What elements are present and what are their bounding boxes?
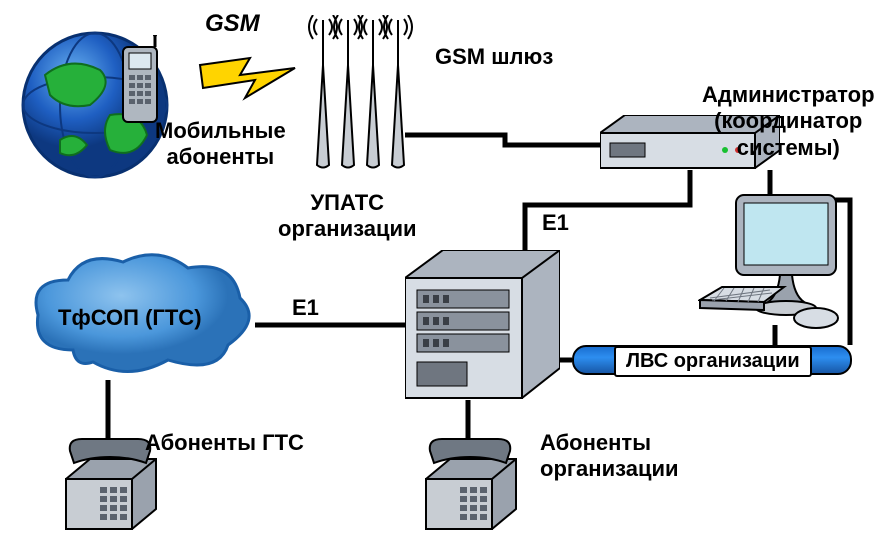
e1-right-label: E1: [542, 210, 569, 236]
mobile-subscribers-label: Мобильные абоненты: [155, 118, 286, 171]
antennas-icon: [300, 15, 420, 170]
cloud-label: ТфСОП (ГТС): [58, 305, 202, 331]
gts-subscribers-label: Абоненты ГТС: [145, 430, 304, 456]
gsm-label: GSM: [205, 10, 260, 39]
server-icon: [405, 250, 560, 400]
lightning-icon: [195, 50, 300, 105]
lan-label: ЛВС организации: [614, 346, 812, 377]
admin-label: Администратор (координатор системы): [702, 82, 875, 161]
gsm-gateway-label: GSM шлюз: [435, 44, 553, 70]
e1-left-label: E1: [290, 295, 321, 321]
phone-org-icon: [420, 435, 520, 535]
admin-computer-icon: [698, 190, 848, 335]
mobile-phone-icon: [115, 35, 165, 120]
org-subscribers-label: Абоненты организации: [540, 430, 679, 483]
upats-label: УПАТС организации: [278, 190, 417, 243]
